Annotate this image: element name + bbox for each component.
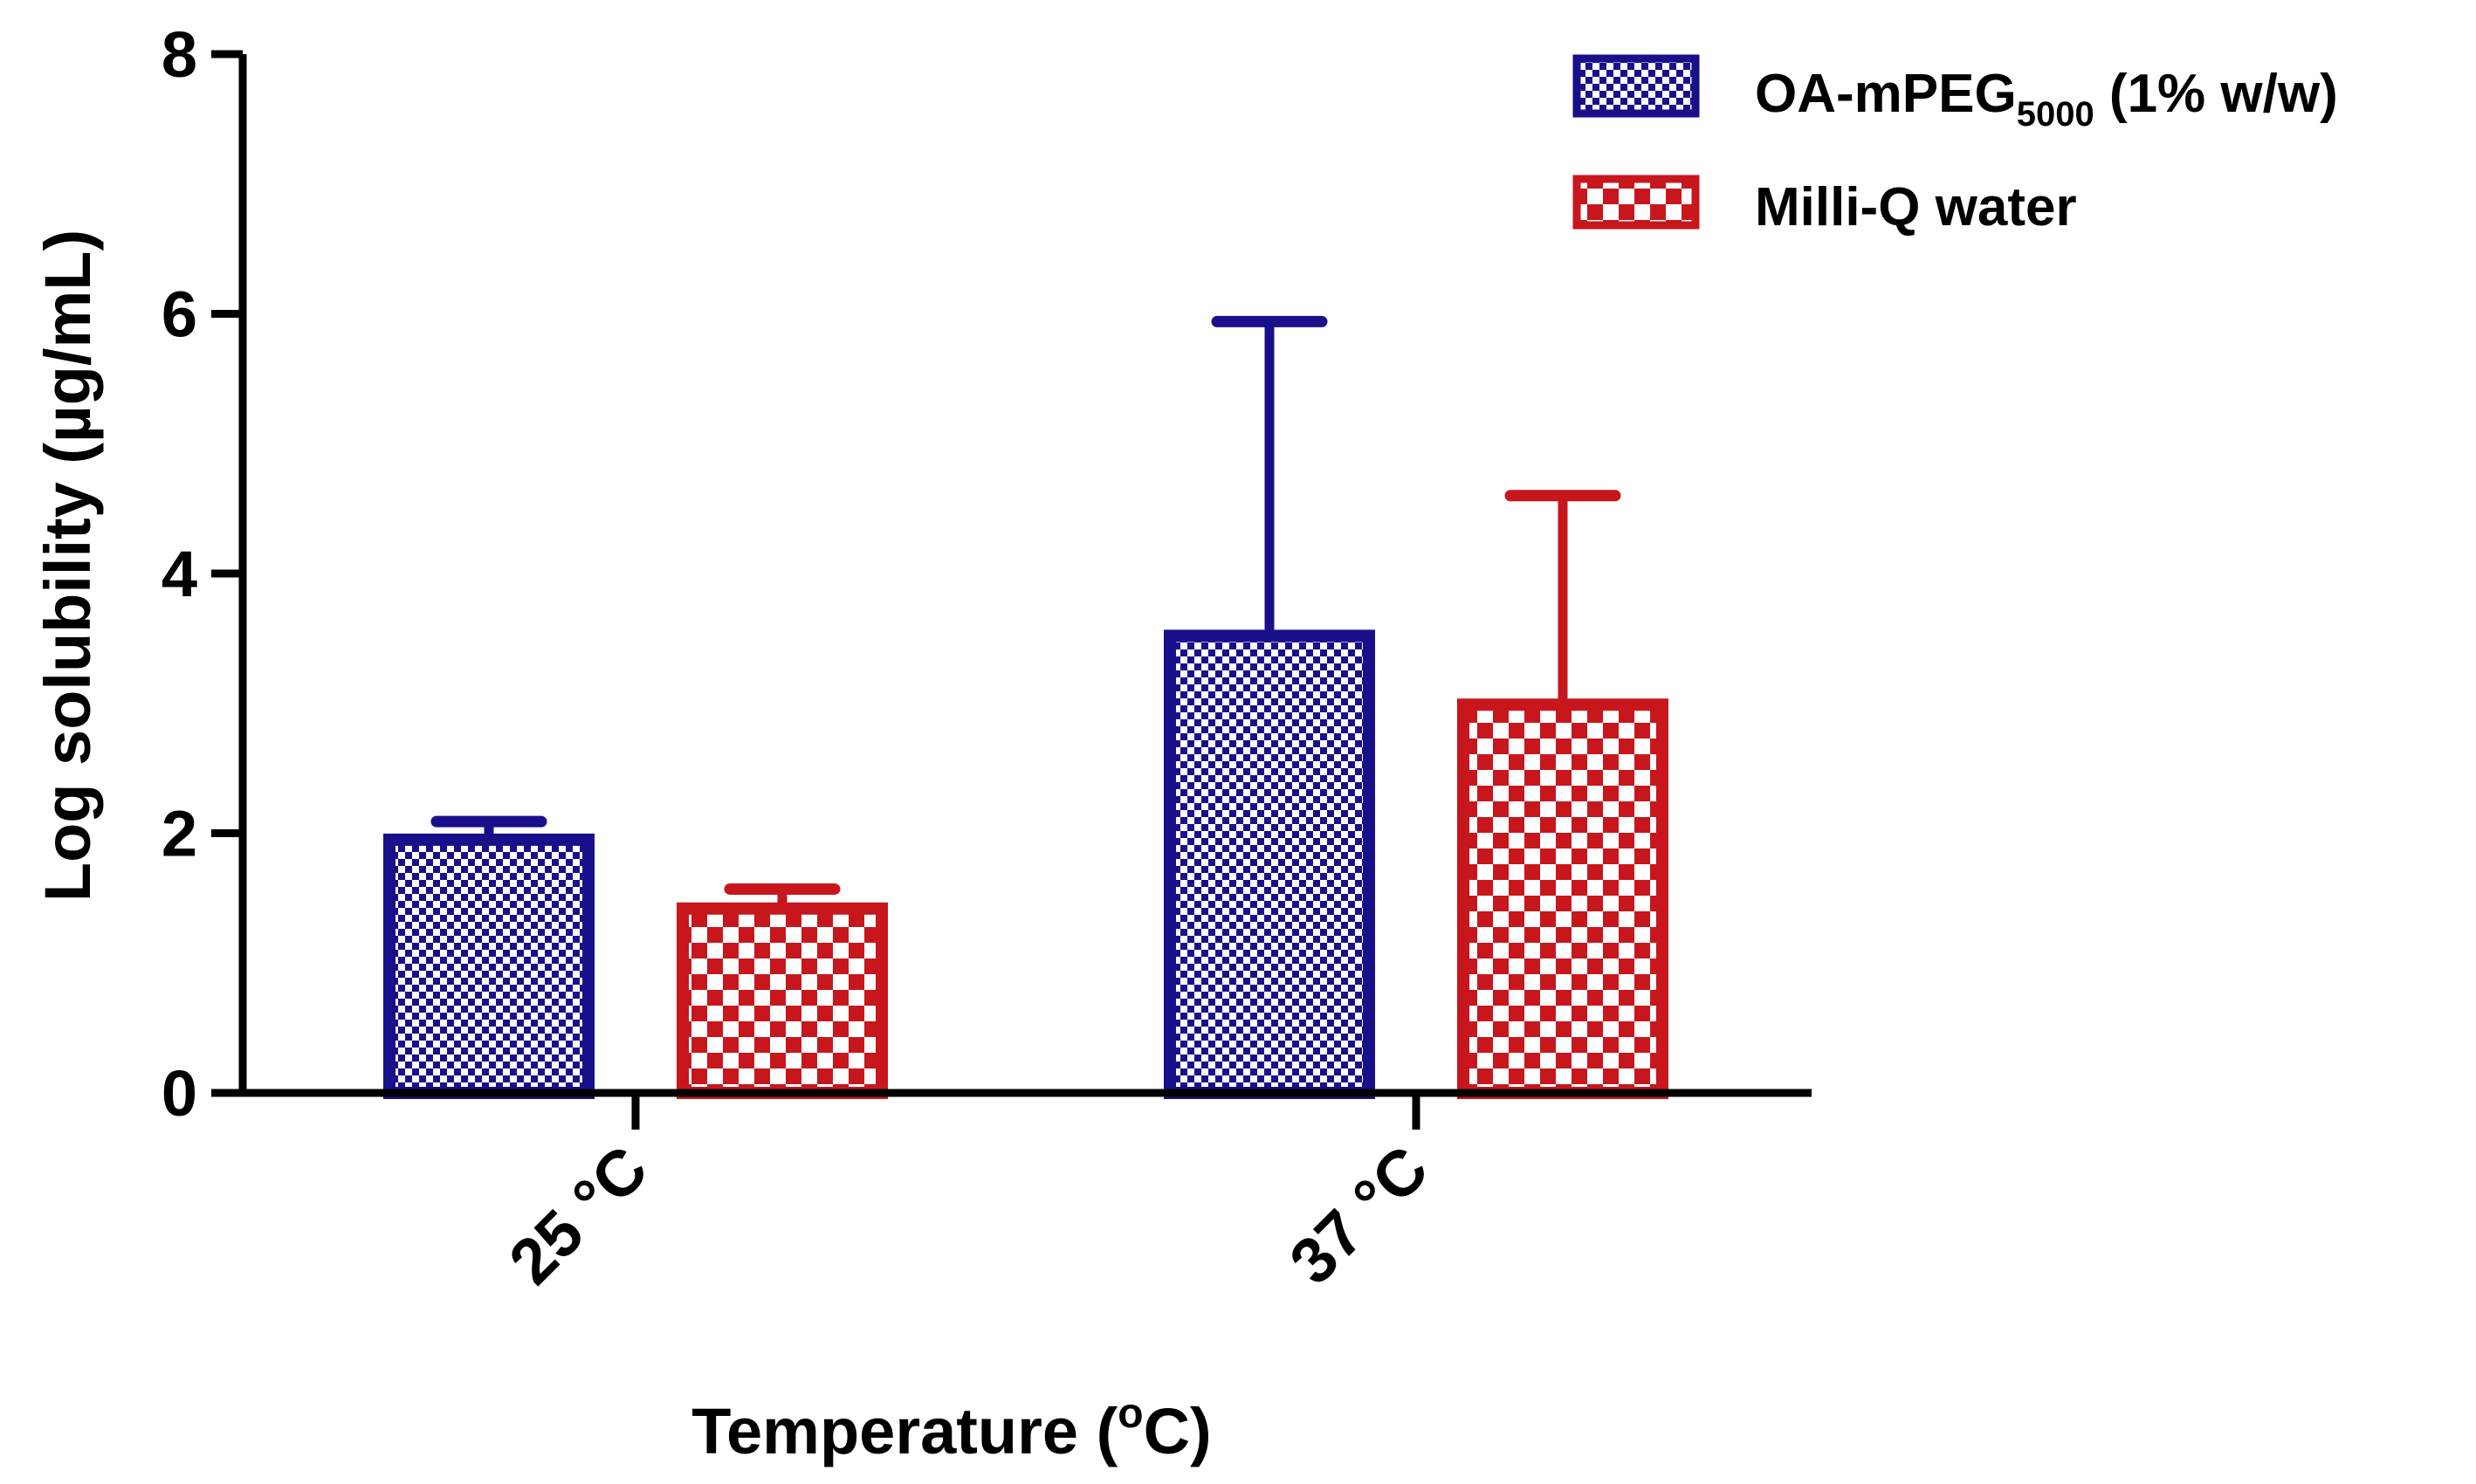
bar [677, 902, 888, 1100]
bars-layer [383, 629, 1668, 1100]
y-tick-label: 4 [162, 538, 197, 610]
bar [383, 833, 595, 1099]
y-axis-title: Log solubility (µg/mL) [31, 230, 104, 902]
legend: OA-mPEG5000 (1% w/w) Milli-Q water [1572, 54, 2338, 237]
y-ticks: 0 2 4 6 8 [162, 18, 243, 1130]
legend-swatch-oa-mpeg [1572, 54, 1700, 118]
x-axis-title: Temperature (oC) [691, 1391, 1211, 1467]
x-tick-label: 37 °C [1276, 1132, 1441, 1298]
x-ticks: 25 °C 37 °C [495, 1093, 1441, 1298]
y-tick-label: 8 [162, 18, 197, 91]
x-tick-label: 25 °C [495, 1132, 661, 1298]
y-tick-label: 2 [162, 798, 197, 870]
bar [1164, 629, 1375, 1099]
y-tick-label: 0 [162, 1057, 197, 1130]
error-bars-layer [430, 315, 1621, 909]
legend-swatch-milli-q [1572, 175, 1700, 230]
bar [1457, 698, 1668, 1099]
legend-label-oa-mpeg: OA-mPEG5000 (1% w/w) [1755, 64, 2338, 134]
y-tick-label: 6 [162, 278, 197, 351]
legend-label-milli-q: Milli-Q water [1755, 177, 2077, 237]
